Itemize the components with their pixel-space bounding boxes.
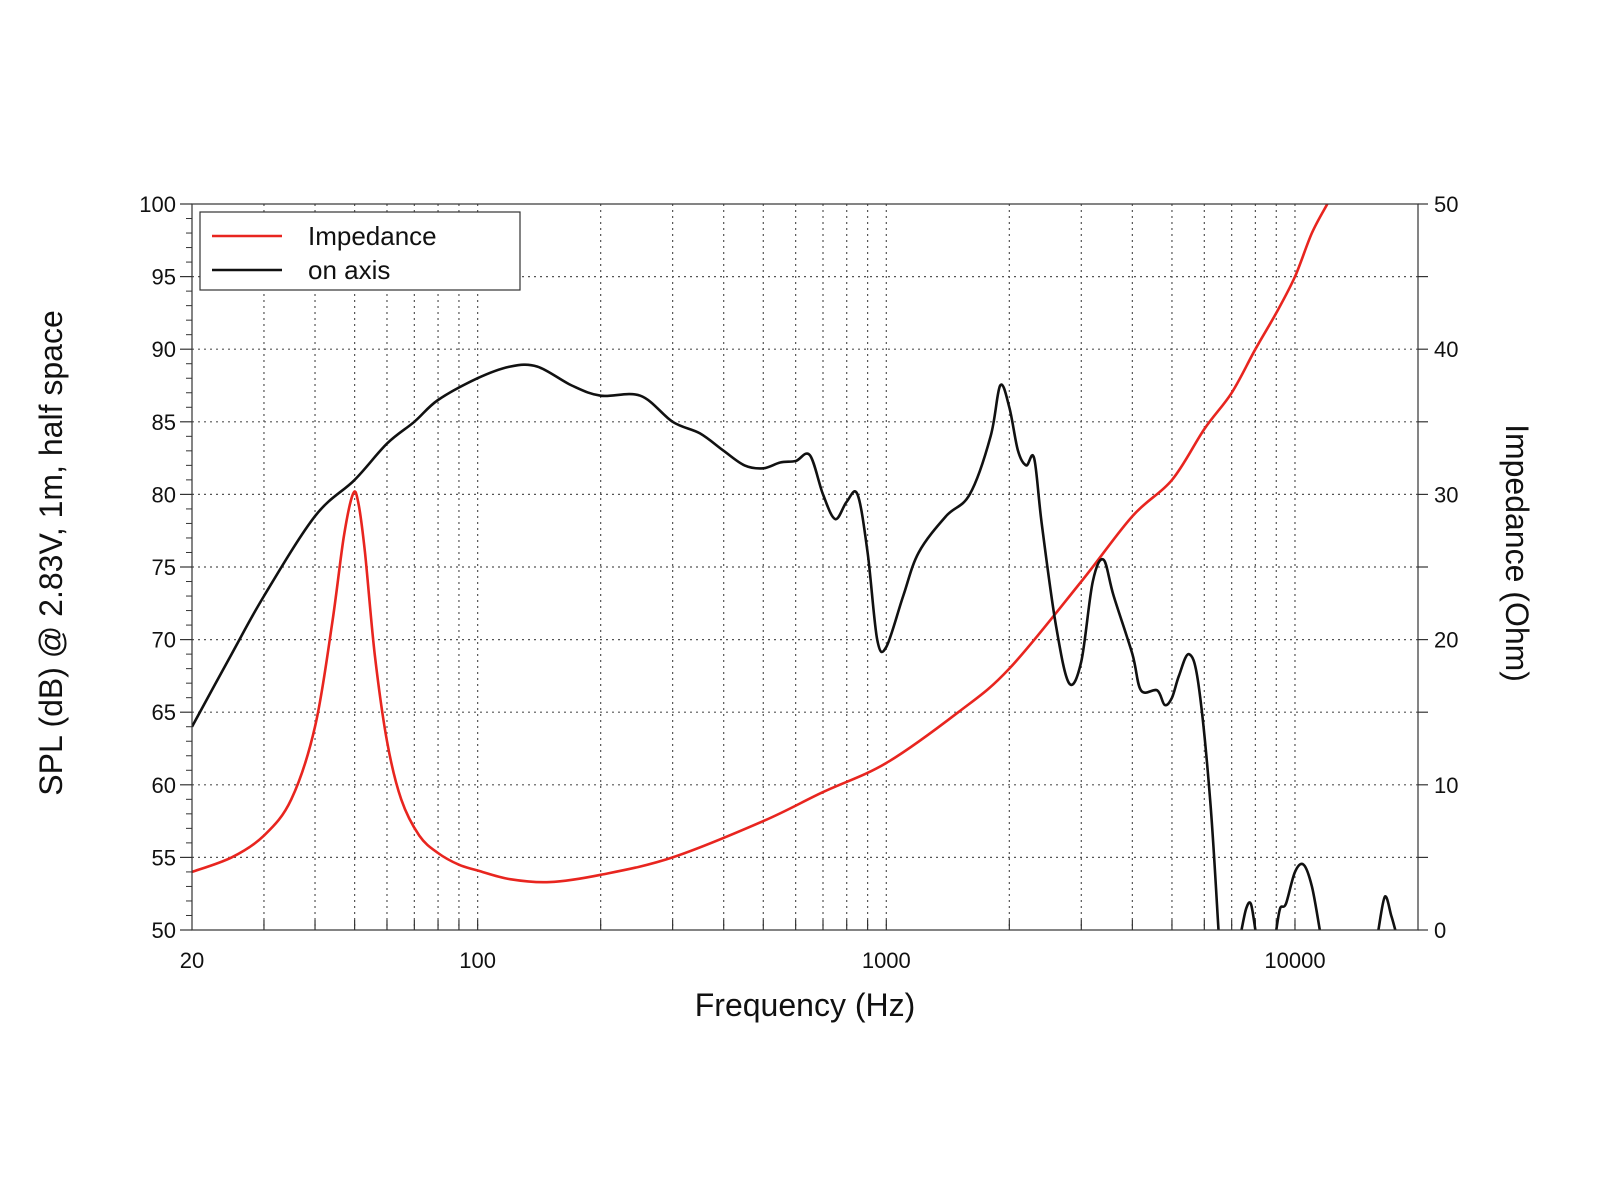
grid	[192, 204, 1418, 930]
y2-tick-label: 30	[1434, 482, 1458, 507]
x-axis-title: Frequency (Hz)	[695, 987, 916, 1023]
series-line-on-axis-segment-3	[1275, 862, 1322, 930]
x-tick-label: 100	[459, 948, 496, 973]
y2-tick-label: 10	[1434, 773, 1458, 798]
y-tick-label: 60	[152, 773, 176, 798]
y-tick-label: 50	[152, 918, 176, 943]
series-line-on-axis-segment-4	[1377, 895, 1397, 930]
y2-axis-title: Impedance (Ohm)	[1499, 424, 1535, 682]
y2-tick-label: 40	[1434, 337, 1458, 362]
y2-tick-label: 20	[1434, 628, 1458, 653]
y-tick-label: 95	[152, 265, 176, 290]
series-line-on-axis-segment-2	[1240, 901, 1257, 930]
y-tick-label: 100	[139, 192, 176, 217]
y-tick-label: 70	[152, 628, 176, 653]
y-tick-label: 55	[152, 845, 176, 870]
x-tick-label: 1000	[862, 948, 911, 973]
y-tick-label: 85	[152, 410, 176, 435]
y-tick-label: 90	[152, 337, 176, 362]
series-lines	[192, 204, 1397, 930]
series-line-impedance	[192, 204, 1329, 884]
tick-labels: 20 100 1000 1000050556065707580859095100010…	[139, 192, 1458, 973]
legend: Impedance on axis	[199, 211, 521, 291]
legend-label-impedance: Impedance	[308, 221, 437, 251]
plot-frame	[191, 203, 1419, 931]
legend-box	[199, 211, 521, 291]
axis-ticks	[180, 203, 1428, 931]
x-tick-label: 20	[180, 948, 204, 973]
y2-tick-label: 0	[1434, 918, 1446, 943]
y-tick-label: 65	[152, 700, 176, 725]
legend-label-on-axis: on axis	[308, 255, 390, 285]
y-tick-label: 75	[152, 555, 176, 580]
x-tick-label: 10000	[1264, 948, 1325, 973]
y2-tick-label: 50	[1434, 192, 1458, 217]
series-line-on-axis	[192, 363, 1220, 930]
y-axis-title: SPL (dB) @ 2.83V, 1m, half space	[33, 310, 69, 795]
y-tick-label: 80	[152, 482, 176, 507]
